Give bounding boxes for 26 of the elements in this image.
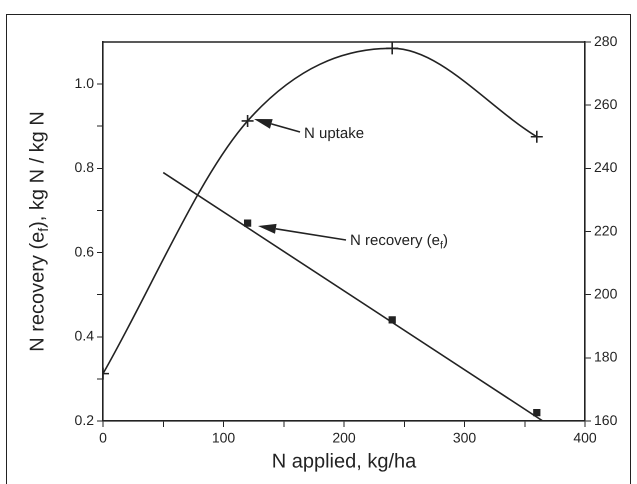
y2-tick-label: 180: [594, 348, 618, 365]
x-axis-title: N applied, kg/ha: [272, 450, 418, 473]
x-tick-label: 300: [452, 429, 476, 446]
y2-tick-label: 280: [594, 32, 618, 49]
x-tick-label: 400: [573, 429, 597, 446]
y-tick-label: 0.2: [74, 412, 94, 428]
point: [244, 219, 252, 227]
point: [530, 130, 544, 144]
y-axis-title: N recovery (ef), kg N / kg N: [26, 111, 51, 352]
y2-tick-label: 160: [594, 412, 618, 428]
y2-tick-label: 200: [594, 286, 618, 302]
point: [388, 316, 396, 324]
x-tick-label: 0: [99, 429, 108, 446]
y-tick-label: 1.0: [74, 74, 94, 91]
y2-tick-label: 260: [594, 96, 618, 112]
x-tick-label: 200: [332, 429, 356, 446]
y-tick-label: 0.4: [74, 328, 94, 344]
y-tick-label: 0.6: [74, 243, 94, 260]
x-tick-label: 100: [212, 429, 236, 446]
y2-tick-label: 240: [594, 159, 618, 176]
y-tick-label: 0.8: [74, 159, 94, 176]
point: [533, 408, 540, 416]
point: [385, 42, 399, 56]
y2-tick-label: 220: [594, 222, 618, 238]
annotation: N uptake: [304, 125, 364, 142]
point: [240, 114, 254, 128]
